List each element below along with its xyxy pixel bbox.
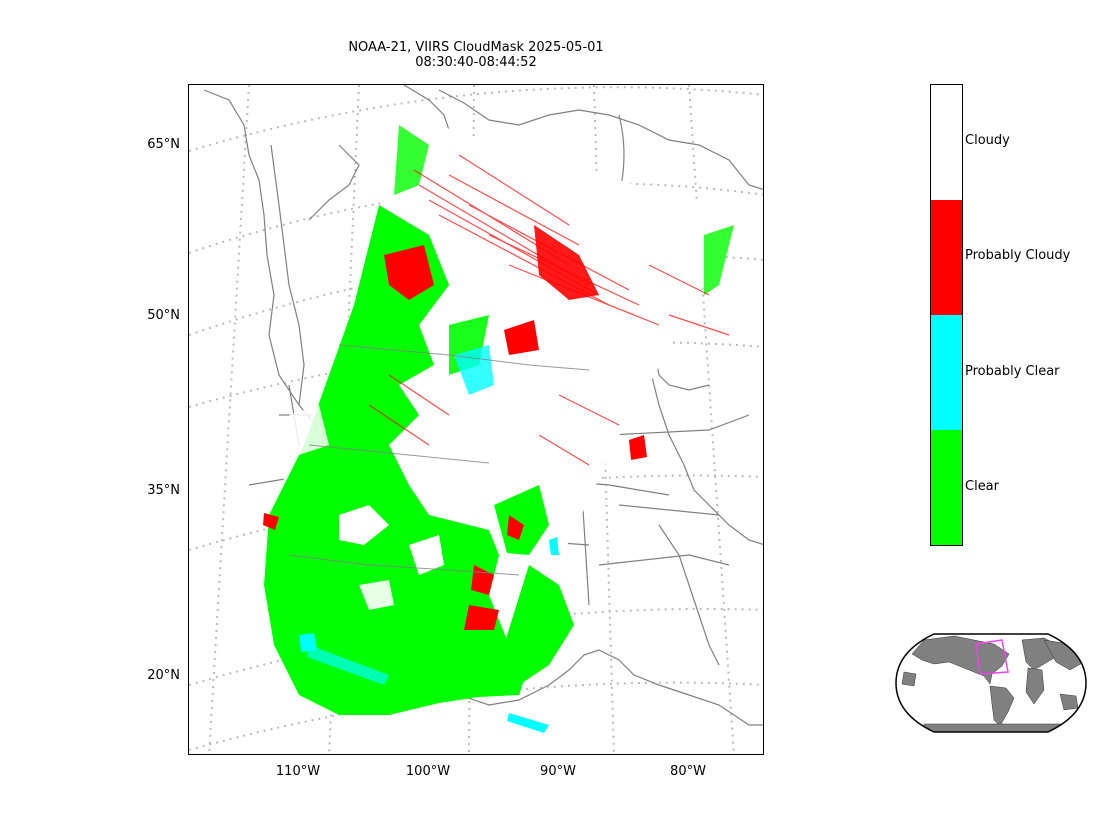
- map-svg: [189, 85, 763, 754]
- lon-label-90: 90°W: [540, 764, 576, 779]
- lat-label-35: 35°N: [147, 483, 180, 498]
- colorbar-label-cloudy: Cloudy: [965, 133, 1010, 148]
- lat-label-65: 65°N: [147, 137, 180, 152]
- colorbar-segment-cloudy: [931, 85, 962, 200]
- lon-label-80: 80°W: [670, 764, 706, 779]
- colorbar-label-probably-cloudy: Probably Cloudy: [965, 248, 1071, 263]
- lat-label-50: 50°N: [147, 308, 180, 323]
- cloudmask-map: [188, 84, 764, 755]
- colorbar: [930, 84, 963, 546]
- world-globe-icon: [894, 632, 1088, 734]
- colorbar-segment-probably-cloudy: [931, 200, 962, 315]
- cloudmask-swath: [261, 115, 741, 733]
- colorbar-label-clear: Clear: [965, 479, 999, 494]
- title-line-2: 08:30:40-08:44:52: [415, 55, 537, 70]
- lat-label-20: 20°N: [147, 668, 180, 683]
- lon-label-110: 110°W: [275, 764, 321, 779]
- title-line-1: NOAA-21, VIIRS CloudMask 2025-05-01: [348, 40, 604, 55]
- colorbar-segment-clear: [931, 430, 962, 545]
- map-title: NOAA-21, VIIRS CloudMask 2025-05-01 08:3…: [188, 40, 764, 70]
- borders-overlay: [288, 344, 590, 576]
- colorbar-segment-probably-clear: [931, 315, 962, 430]
- colorbar-label-probably-clear: Probably Clear: [965, 364, 1060, 379]
- lon-label-100: 100°W: [405, 764, 451, 779]
